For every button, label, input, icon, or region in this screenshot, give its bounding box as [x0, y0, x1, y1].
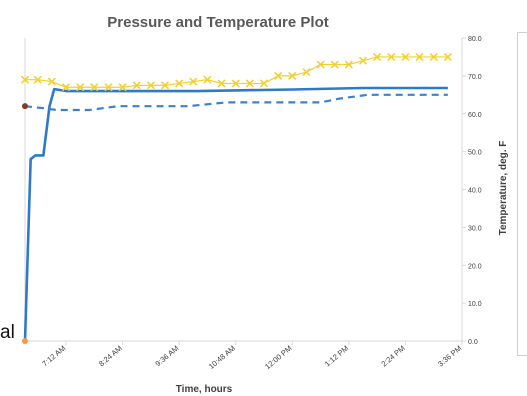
yellow-series-marker	[231, 79, 240, 88]
yellow-series-marker	[189, 77, 198, 86]
plot-area: 0.0 10.0 20.0 30.0 40.0 50.0 60.0 70.0 80.0 7:12 …	[20, 36, 482, 372]
yellow-series-marker	[387, 52, 396, 62]
start-marker-dark	[22, 103, 28, 110]
x-tick-label: 7:12 AM	[40, 344, 67, 369]
solid_blue-series-line	[23, 86, 448, 342]
yellow-series-marker	[358, 56, 368, 65]
legend-panel-edge	[517, 32, 527, 356]
x-tick-label: 1:12 PM	[323, 344, 350, 369]
y-axis-right-label: Temperature, deg. F	[498, 141, 509, 236]
dashed_blue-series-line	[24, 93, 448, 112]
yellow-series-marker	[443, 52, 452, 62]
yellow-series-marker	[76, 83, 85, 92]
yellow-series-marker	[33, 75, 42, 84]
yellow-series-marker	[259, 79, 269, 88]
yellow-series-marker	[160, 81, 170, 90]
yellow-series-marker	[401, 52, 410, 62]
yellow-series-marker	[47, 77, 56, 86]
yellow-series-marker	[175, 79, 184, 88]
yellow-series-marker	[146, 81, 155, 90]
yellow-series-marker	[20, 75, 30, 84]
yellow-series-marker	[61, 83, 71, 92]
yellow-series-marker	[245, 79, 254, 88]
x-tick-label: 10:48 AM	[207, 344, 237, 371]
y-tick-label: 80.0	[468, 36, 482, 43]
yellow-series-marker	[288, 71, 297, 80]
yellow-series-marker	[203, 75, 212, 84]
yellow-series-marker	[302, 68, 311, 77]
x-tick-label: 12:00 PM	[263, 344, 293, 372]
x-tick-label: 8:24 AM	[97, 344, 124, 369]
x-tick-label: 3:36 PM	[436, 344, 463, 369]
start-marker-orange	[22, 338, 28, 344]
y-tick-label: 70.0	[468, 74, 482, 81]
yellow-series-marker	[330, 60, 339, 69]
y-tick-label: 60.0	[468, 112, 482, 119]
yellow-series-marker	[429, 52, 438, 62]
y-tick-label: 20.0	[468, 263, 482, 270]
yellow-series-marker	[415, 52, 424, 62]
yellow-series-marker	[344, 60, 353, 69]
x-tick-label: 9:36 AM	[154, 344, 181, 369]
yellow-series-marker	[274, 71, 283, 80]
y-tick-label: 0.0	[468, 339, 478, 346]
y-tick-label: 50.0	[468, 150, 482, 157]
y-tick-label: 40.0	[468, 188, 482, 195]
yellow-series-marker	[316, 60, 325, 69]
chart-title: Pressure and Temperature Plot	[107, 14, 328, 31]
yellow-series-marker	[373, 52, 382, 62]
yellow-series-marker	[217, 79, 226, 88]
clipped-left-label: al	[0, 322, 15, 343]
yellow-series-marker	[132, 81, 141, 90]
x-axis-label: Time, hours	[176, 384, 233, 395]
y-tick-label: 30.0	[468, 225, 482, 232]
y-tick-label: 10.0	[468, 301, 482, 308]
yellow-series-marker	[104, 83, 113, 92]
yellow-series-marker	[118, 83, 127, 92]
yellow-series-marker	[90, 83, 99, 92]
x-tick-label: 2:24 PM	[380, 344, 407, 369]
